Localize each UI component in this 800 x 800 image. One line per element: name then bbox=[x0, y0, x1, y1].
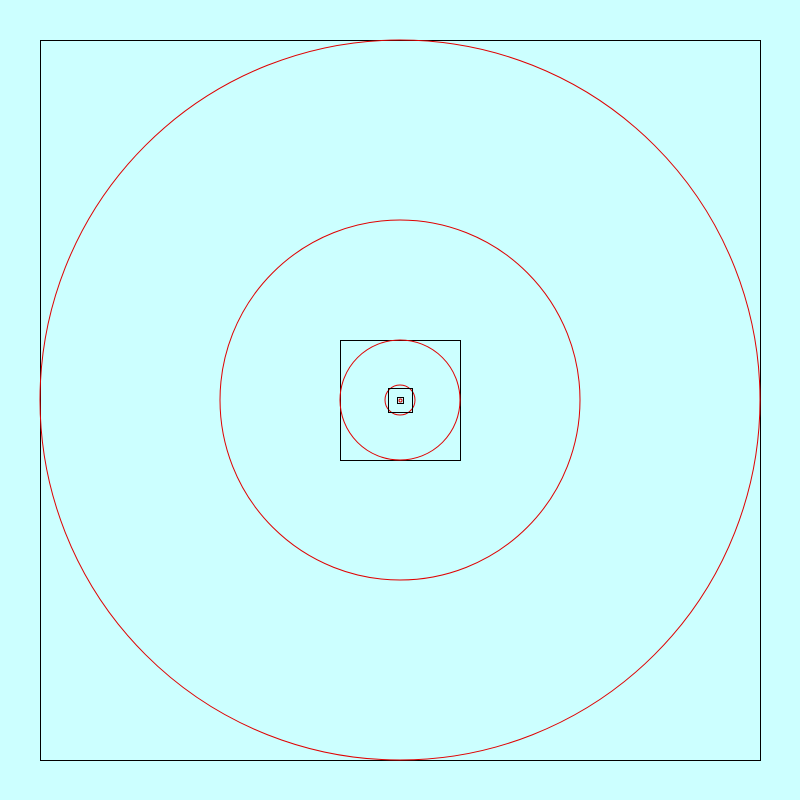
middle-circle bbox=[219, 219, 581, 581]
outer-circle bbox=[39, 39, 761, 761]
small-circle bbox=[384, 384, 416, 416]
inner-circle bbox=[339, 339, 461, 461]
tiny-circle bbox=[398, 398, 403, 403]
tiny-square bbox=[397, 397, 404, 404]
small-square bbox=[388, 388, 413, 413]
